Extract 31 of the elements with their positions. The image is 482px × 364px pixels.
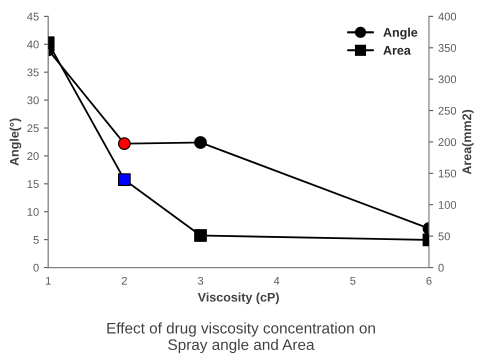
x-tick-label: 6 (426, 276, 432, 285)
y-tick-label: 30 (27, 96, 39, 104)
y2-tick-label: 50 (438, 232, 450, 240)
y-tick-label: 10 (28, 208, 39, 216)
y2-tick-label: 350 (438, 44, 456, 52)
y2-tick-label: 100 (438, 201, 456, 209)
x-tick-label: 5 (350, 276, 356, 285)
y-tick-label: 0 (33, 264, 39, 272)
y-tick-label: 20 (27, 152, 39, 160)
x-tick-label: 1 (46, 276, 51, 285)
y2-axis-title: Area(mm2) (462, 110, 474, 174)
x-tick-label: 2 (122, 276, 127, 285)
legend-label: Area (383, 46, 411, 55)
y2-tick-label: 0 (438, 264, 444, 272)
y-tick-label: 45 (27, 12, 39, 21)
legend-label: Angle (383, 28, 418, 40)
y2-tick-label: 400 (438, 12, 456, 21)
y-tick-label: 35 (27, 68, 39, 76)
y2-tick-label: 300 (438, 75, 456, 84)
y2-tick-label: 200 (438, 138, 456, 146)
y-tick-label: 5 (33, 236, 39, 244)
y-tick-label: 15 (28, 180, 39, 188)
y2-tick-label: 250 (438, 106, 456, 115)
y-axis-title: Angle(°) (10, 118, 22, 166)
x-tick-label: 4 (274, 276, 280, 285)
y-tick-label: 40 (27, 40, 39, 48)
x-axis-title: Viscosity (cP) (198, 292, 279, 304)
x-tick-label: 3 (198, 276, 204, 285)
text: Effect of drug viscosity concentration on Spray angle and Area (107, 322, 375, 354)
y2-tick-label: 150 (438, 170, 456, 178)
y-tick-label: 25 (27, 124, 39, 132)
